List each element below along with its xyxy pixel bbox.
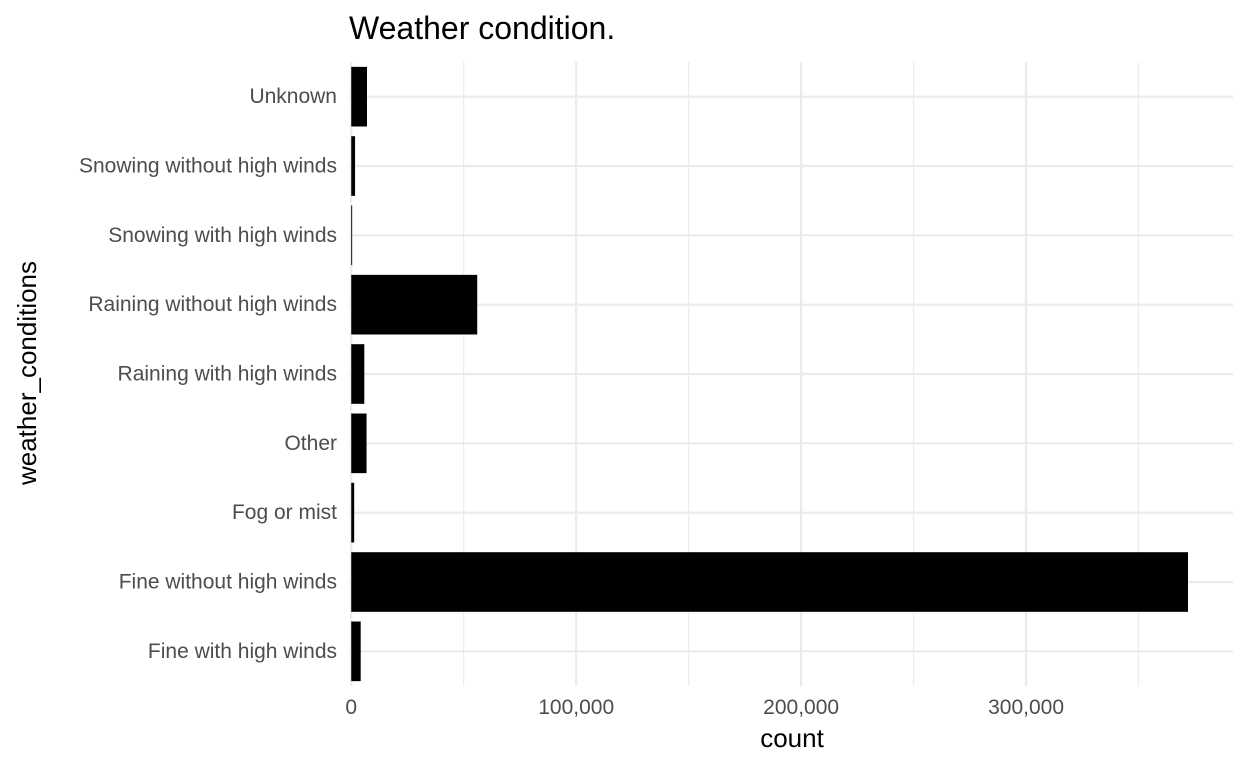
- y-axis-title: weather_conditions: [12, 261, 42, 486]
- bar: [351, 136, 356, 196]
- bar: [351, 66, 367, 127]
- bar: [351, 274, 478, 335]
- x-axis-title: count: [760, 723, 824, 753]
- x-tick-label: 0: [345, 696, 357, 719]
- x-tick-labels: 0 100,000 200,000 300,000: [345, 696, 1064, 719]
- category-label: Raining with high winds: [118, 363, 337, 386]
- bars: [351, 66, 1189, 682]
- x-tick-label: 100,000: [538, 696, 614, 719]
- bar: [351, 482, 355, 543]
- category-label: Snowing with high winds: [108, 224, 337, 247]
- category-label: Fog or mist: [232, 501, 337, 524]
- bar: [351, 621, 361, 682]
- bar: [351, 413, 367, 474]
- category-label: Fine without high winds: [119, 571, 337, 594]
- chart-title: Weather condition.: [349, 10, 615, 46]
- category-label: Unknown: [249, 85, 337, 108]
- x-tick-label: 200,000: [763, 696, 839, 719]
- category-label: Other: [284, 432, 337, 455]
- category-label: Snowing without high winds: [79, 155, 337, 178]
- bar: [351, 205, 353, 266]
- x-tick-label: 300,000: [988, 696, 1064, 719]
- category-label: Fine with high winds: [148, 640, 337, 663]
- category-labels: Fine with high winds Fine without high wi…: [79, 85, 337, 663]
- grid: [349, 62, 1233, 686]
- category-label: Raining without high winds: [88, 293, 337, 316]
- bar: [351, 552, 1189, 612]
- bar: [351, 344, 365, 404]
